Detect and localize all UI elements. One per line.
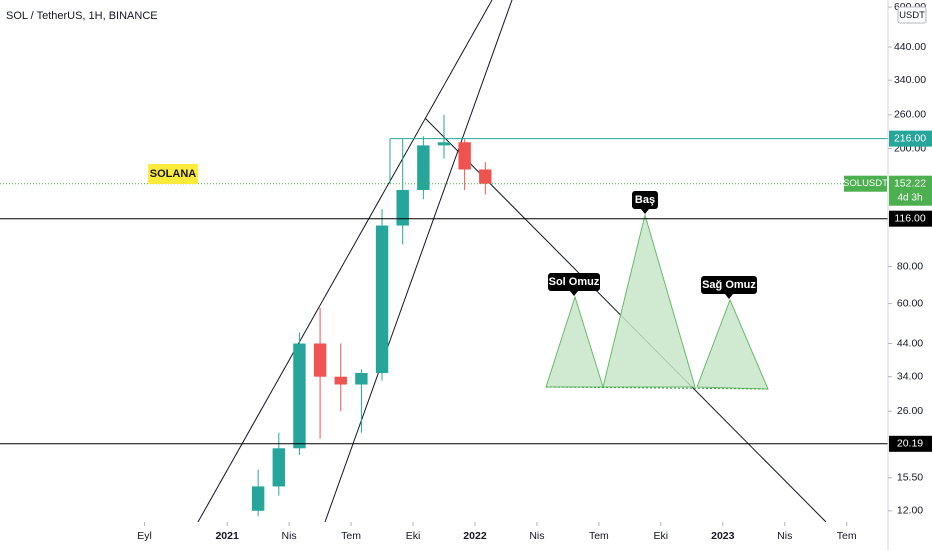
x-tick-label: Tem: [341, 530, 361, 542]
y-tick-label: 15.50: [897, 472, 923, 484]
annotation: Sağ Omuz: [702, 279, 756, 291]
label-pointer: [725, 294, 733, 299]
y-tick-label: 340.00: [894, 74, 926, 86]
pattern-labels: Sol Omuz Baş Sağ Omuz: [548, 191, 757, 299]
currency-box[interactable]: [897, 6, 927, 24]
y-tick-label: 34.00: [897, 370, 923, 382]
price-label: 152.22: [894, 177, 926, 189]
x-tick-label: Eki: [406, 530, 421, 542]
price-badge: [889, 175, 932, 206]
currency: USDT: [899, 10, 925, 21]
candle-body: [334, 376, 347, 385]
label-bg: [548, 273, 600, 291]
candle-body: [313, 343, 327, 377]
candle-body: [417, 145, 430, 190]
x-tick-label: Tem: [837, 530, 857, 542]
chart-title: SOL / TetherUS, 1H, BINANCE: [6, 10, 158, 22]
annotation: SOLANA: [150, 168, 197, 180]
y-tick-label: 260.00: [894, 109, 926, 121]
symbol-badge: [844, 175, 887, 192]
label-bg: [148, 164, 198, 184]
label-pointer: [641, 209, 649, 214]
label-bg: [632, 191, 658, 209]
candle-body: [355, 372, 368, 385]
trend-line: [324, 0, 513, 523]
candle-body: [375, 225, 389, 373]
annotation: Baş: [635, 194, 655, 206]
x-tick-label: Tem: [589, 530, 609, 542]
trend-line: [197, 0, 493, 523]
label-bg: [701, 276, 757, 294]
candle-body: [272, 448, 285, 487]
countdown: 4d 3h: [897, 192, 922, 203]
x-axis-bg: [0, 522, 888, 550]
y-tick-label: 440.00: [894, 41, 926, 53]
candle-body: [437, 142, 451, 146]
right-shoulder: [696, 298, 769, 390]
y-tick-label: 80.00: [897, 260, 923, 272]
x-tick-label: Nis: [529, 530, 544, 542]
annotation: Sol Omuz: [549, 276, 600, 288]
x-tick-label: Nis: [282, 530, 297, 542]
left-shoulder: [545, 295, 604, 388]
level-badge: [889, 130, 932, 147]
symbol: SOLUSDT: [843, 178, 888, 189]
x-tick-label: Eyl: [137, 530, 152, 542]
head: [602, 213, 696, 388]
y-tick-label: 26.00: [897, 405, 923, 417]
head-shoulders: [545, 213, 769, 390]
x-tick-label: Nis: [777, 530, 792, 542]
candle-body: [251, 486, 265, 511]
candle-body: [479, 169, 492, 184]
level-label: 116.00: [894, 212, 925, 224]
y-tick-label: 60.00: [897, 297, 923, 309]
x-tick-label: 2023: [711, 530, 735, 542]
neckline: [545, 386, 769, 390]
x-tick-label: 2022: [463, 530, 487, 542]
x-tick-label: 2021: [215, 530, 239, 542]
level-badge: [889, 210, 932, 227]
y-tick-label: 12.00: [897, 505, 923, 517]
candle-body: [293, 343, 306, 449]
x-tick-label: Eki: [654, 530, 669, 542]
y-axis-bg: [888, 0, 932, 550]
label-pointer: [570, 291, 578, 296]
level-label: 20.19: [897, 438, 923, 450]
level-badge: [889, 435, 932, 452]
y-tick-label: 44.00: [897, 337, 923, 349]
level-label: 216.00: [894, 132, 926, 144]
plot: [0, 114, 888, 517]
candle-body: [396, 189, 409, 226]
candle-body: [458, 142, 471, 170]
